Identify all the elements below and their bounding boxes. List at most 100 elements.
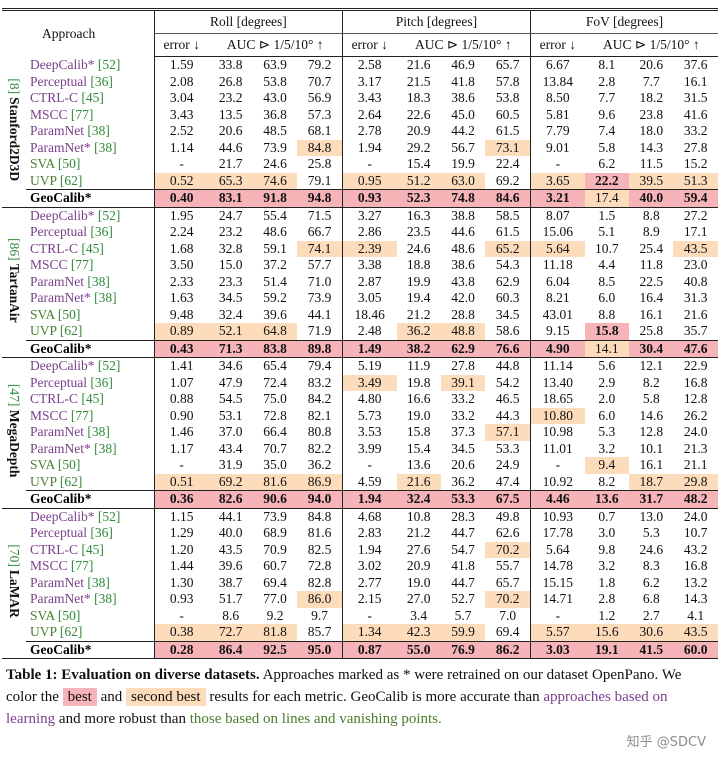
method-cell: UVP [62] bbox=[26, 624, 154, 641]
value-cell: 5.1 bbox=[598, 224, 616, 240]
value-cell: 5.73 bbox=[341, 407, 397, 424]
value-cell: 0.93 bbox=[153, 591, 209, 608]
value-cell: 43.0 bbox=[263, 90, 287, 106]
dataset-name: MegaDepth bbox=[7, 409, 22, 478]
value-cell: 19.0 bbox=[406, 407, 431, 423]
value-cell: 10.80 bbox=[529, 407, 585, 424]
value-cell: 36.2 bbox=[451, 473, 475, 489]
table-row: SVA [50] -21.7 24.6 25.8-15.4 19.9 22.4-6.2 11… bbox=[2, 156, 718, 173]
value-cell: - bbox=[529, 607, 585, 624]
value-cell: 11.14 bbox=[529, 357, 585, 375]
value-cell: 15.06 bbox=[529, 224, 585, 241]
caption-lines: those based on lines and vanishing point… bbox=[189, 711, 442, 727]
value-cell: 22.9 bbox=[683, 358, 708, 374]
value-cell: 65.2 bbox=[485, 240, 531, 257]
value-cell: 15.15 bbox=[529, 574, 585, 591]
table-row: MSCC [77] 3.43 13.5 36.8 57.3 2.64 22.6 45.0 60.… bbox=[2, 106, 718, 123]
caption: Table 1: Evaluation on diverse datasets.… bbox=[6, 664, 714, 730]
value-cell: 41.6 bbox=[683, 106, 708, 122]
value-cell: 9.15 bbox=[529, 323, 585, 340]
method-ref: [38] bbox=[94, 440, 117, 456]
method-cell: DeepCalib* [52] bbox=[26, 207, 154, 224]
method-cell: GeoCalib* bbox=[26, 490, 155, 509]
value-cell: 0.90 bbox=[153, 407, 209, 424]
method-cell: GeoCalib* bbox=[26, 640, 155, 659]
value-cell: 39.5 bbox=[629, 172, 674, 190]
value-cell: 49.8 bbox=[495, 508, 520, 524]
method-name: UVP bbox=[30, 323, 57, 339]
value-cell: 16.4 bbox=[639, 290, 664, 306]
value-cell: 5.57 bbox=[529, 624, 585, 641]
value-cell: 58.6 bbox=[495, 323, 520, 339]
value-cell: 55.4 bbox=[263, 207, 287, 223]
method-cell: CTRL-C [45] bbox=[26, 241, 154, 258]
value-cell: 16.3 bbox=[406, 207, 431, 223]
value-cell: 15.6 bbox=[584, 624, 630, 641]
value-cell: 5.7 bbox=[454, 607, 472, 623]
value-cell: 0.36 bbox=[153, 490, 209, 509]
value-cell: 91.8 bbox=[252, 189, 298, 208]
value-cell: 2.52 bbox=[153, 123, 209, 140]
value-cell: 3.2 bbox=[598, 558, 616, 574]
value-cell: 24.0 bbox=[683, 508, 708, 524]
method-cell: Perceptual [36] bbox=[26, 525, 154, 542]
method-ref: [77] bbox=[70, 558, 94, 574]
value-cell: 20.6 bbox=[639, 57, 664, 73]
value-cell: 84.8 bbox=[307, 508, 332, 524]
method-cell: SVA [50] bbox=[26, 307, 154, 324]
value-cell: 40.0 bbox=[629, 189, 674, 208]
value-cell: 48.6 bbox=[263, 224, 287, 240]
value-cell: 23.0 bbox=[683, 257, 708, 273]
table-row: ParamNet* [38] 0.93 51.7 77.0 86.0 2.15 27.0 52… bbox=[2, 591, 718, 608]
value-cell: 44.6 bbox=[218, 139, 243, 155]
value-cell: 1.94 bbox=[341, 139, 397, 156]
value-cell: 2.77 bbox=[341, 574, 397, 591]
value-cell: 48.2 bbox=[673, 490, 718, 509]
value-cell: - bbox=[153, 156, 209, 173]
value-cell: 2.78 bbox=[341, 123, 397, 140]
value-cell: 51.2 bbox=[396, 172, 441, 190]
table-row: ParamNet [38] 2.52 20.6 48.5 68.1 2.78 20.9 44.… bbox=[2, 123, 718, 140]
results-table: Approach Roll [degrees] Pitch [degrees] FoV… bbox=[2, 8, 718, 659]
method-ref: [38] bbox=[87, 273, 110, 289]
value-cell: 14.1 bbox=[584, 339, 630, 358]
value-cell: 0.89 bbox=[153, 323, 209, 340]
method-ref: [62] bbox=[59, 473, 83, 489]
group-header: Roll [degrees] bbox=[153, 8, 343, 34]
method-cell: UVP [62] bbox=[26, 173, 154, 190]
value-cell: 17.1 bbox=[683, 224, 708, 240]
value-cell: 33.8 bbox=[218, 57, 243, 73]
value-cell: - bbox=[529, 156, 585, 173]
method-cell: ParamNet* [38] bbox=[26, 591, 154, 608]
value-cell: 92.5 bbox=[252, 640, 298, 659]
value-cell: 46.5 bbox=[495, 391, 520, 407]
value-cell: 79.4 bbox=[307, 358, 332, 374]
method-cell: SVA [50] bbox=[26, 156, 154, 173]
value-cell: 3.49 bbox=[341, 374, 397, 391]
method-ref: [45] bbox=[81, 240, 104, 256]
value-cell: 14.3 bbox=[683, 591, 708, 607]
value-cell: 26.2 bbox=[683, 407, 708, 423]
value-cell: 12.8 bbox=[683, 391, 708, 407]
value-cell: 18.8 bbox=[406, 257, 431, 273]
watermark: 知乎 @SDCV bbox=[626, 735, 706, 750]
value-cell: 72.7 bbox=[208, 624, 253, 641]
value-cell: 0.38 bbox=[153, 624, 209, 641]
value-cell: 2.08 bbox=[153, 73, 209, 90]
value-cell: 1.5 bbox=[598, 207, 616, 223]
value-cell: 3.05 bbox=[341, 290, 397, 307]
value-cell: 42.3 bbox=[396, 624, 441, 641]
method-name: CTRL-C bbox=[30, 240, 79, 256]
dataset-ref: [70] bbox=[7, 544, 22, 567]
value-cell: 81.8 bbox=[252, 624, 298, 641]
value-cell: 22.5 bbox=[639, 273, 664, 289]
dataset-cell: MegaDepth [47] bbox=[2, 357, 26, 509]
value-cell: 5.6 bbox=[598, 358, 616, 374]
method-name: DeepCalib* bbox=[30, 207, 95, 223]
value-cell: 14.78 bbox=[529, 558, 585, 575]
value-cell: 38.6 bbox=[451, 90, 475, 106]
value-cell: 72.4 bbox=[263, 374, 287, 390]
value-cell: 59.9 bbox=[440, 624, 486, 641]
value-cell: 5.81 bbox=[529, 106, 585, 123]
value-cell: 44.2 bbox=[451, 123, 475, 139]
